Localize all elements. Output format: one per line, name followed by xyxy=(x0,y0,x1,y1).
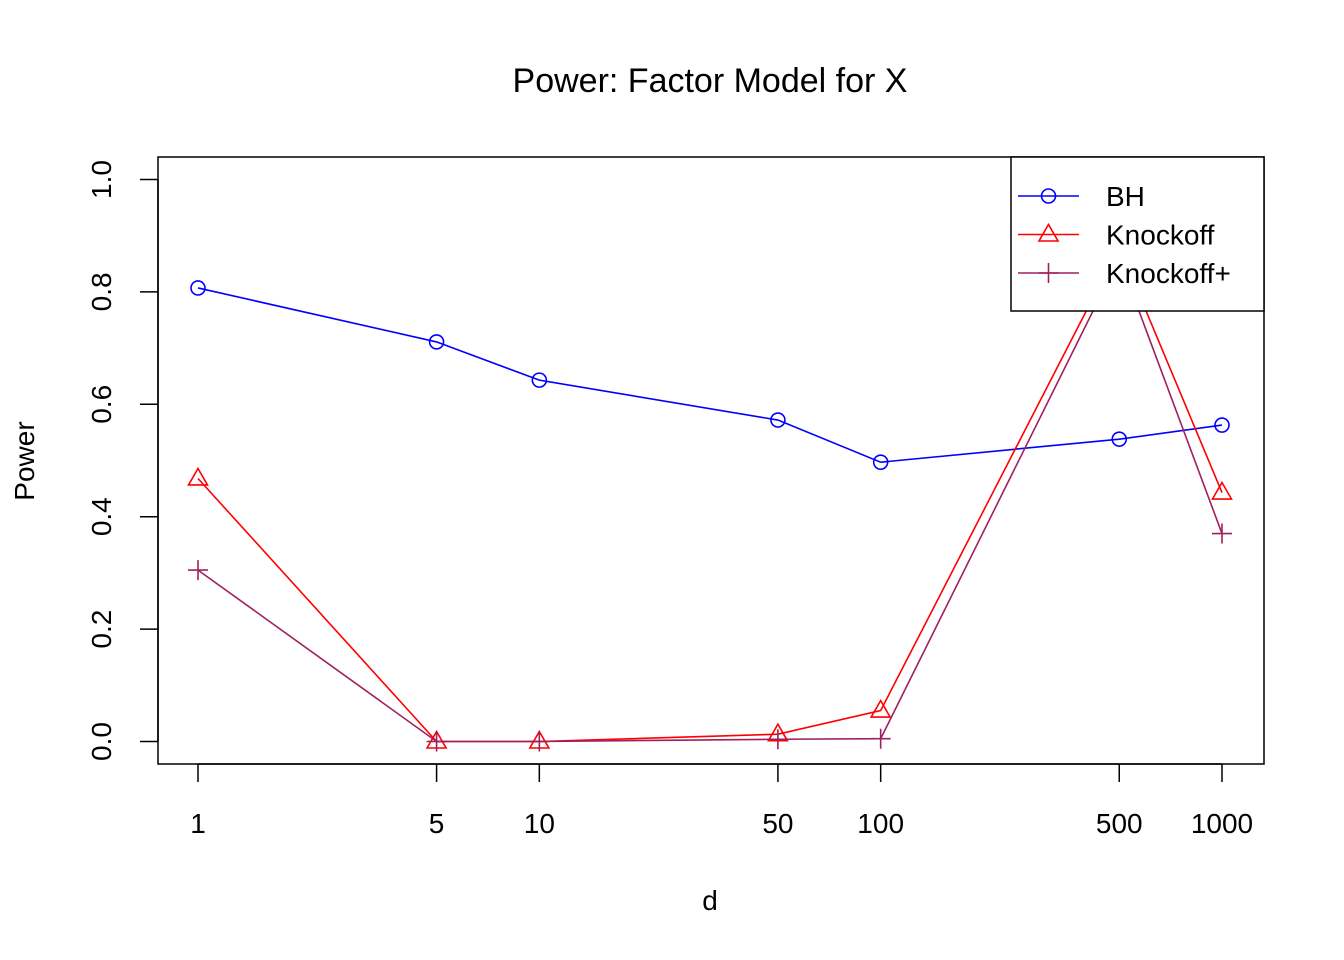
data-point-bh xyxy=(1214,417,1230,433)
series-knockoff xyxy=(187,235,1233,749)
series-layer xyxy=(187,235,1233,752)
y-tick-label: 0.8 xyxy=(86,272,117,311)
x-axis: 1 5 10 50 100 500 1000 xyxy=(190,763,1253,839)
series-line-knockoff xyxy=(197,245,1223,743)
legend-label: Knockoff+ xyxy=(1106,258,1231,289)
data-point-bh xyxy=(531,372,548,388)
data-point-bh xyxy=(770,412,786,428)
x-tick-label: 100 xyxy=(857,808,904,839)
y-tick-label: 0.6 xyxy=(86,385,117,424)
data-point-knockoff-plus xyxy=(1212,523,1232,544)
x-tick-label: 50 xyxy=(762,808,793,839)
y-tick-label: 1.0 xyxy=(86,160,117,199)
data-point-knockoff-plus xyxy=(188,560,208,581)
legend-item-knockoff: Knockoff xyxy=(1018,220,1215,251)
legend: BH Knockoff Knockoff+ xyxy=(1010,156,1265,312)
y-tick-label: 0.2 xyxy=(86,610,117,649)
data-point-bh xyxy=(1111,431,1128,447)
series-bh xyxy=(190,280,1230,470)
series-knockoff-plus xyxy=(188,248,1232,752)
data-point-knockoff-plus xyxy=(529,731,550,752)
x-axis-label: d xyxy=(702,885,718,916)
data-point-knockoff-plus xyxy=(870,728,891,749)
x-tick-label: 10 xyxy=(524,808,555,839)
data-point-knockoff xyxy=(1211,480,1233,500)
x-tick-label: 1000 xyxy=(1191,808,1253,839)
data-point-knockoff xyxy=(187,466,209,486)
legend-label: BH xyxy=(1106,181,1145,212)
data-point-knockoff-plus xyxy=(767,729,788,750)
data-point-bh xyxy=(428,334,445,350)
data-point-bh xyxy=(872,454,889,470)
y-tick-label: 0.4 xyxy=(86,497,117,536)
data-point-knockoff-plus xyxy=(426,731,447,752)
legend-marker xyxy=(1040,188,1057,204)
y-axis: 0.0 0.2 0.4 0.6 0.8 1.0 xyxy=(86,160,159,761)
y-axis-label: Power xyxy=(9,421,40,500)
legend-label: Knockoff xyxy=(1106,220,1215,251)
x-tick-label: 500 xyxy=(1096,808,1143,839)
legend-marker xyxy=(1038,263,1059,283)
chart-title: Power: Factor Model for X xyxy=(513,62,908,100)
series-line-knockoff-plus xyxy=(197,256,1223,743)
x-tick-label: 1 xyxy=(190,808,206,839)
legend-item-knockoff-plus: Knockoff+ xyxy=(1018,258,1231,289)
legend-item-bh: BH xyxy=(1018,181,1145,212)
legend-marker xyxy=(1037,222,1060,242)
y-tick-label: 0.0 xyxy=(86,722,117,761)
series-line-bh xyxy=(197,287,1223,464)
x-tick-label: 5 xyxy=(429,808,445,839)
data-point-knockoff xyxy=(869,698,892,718)
data-point-bh xyxy=(190,280,206,296)
